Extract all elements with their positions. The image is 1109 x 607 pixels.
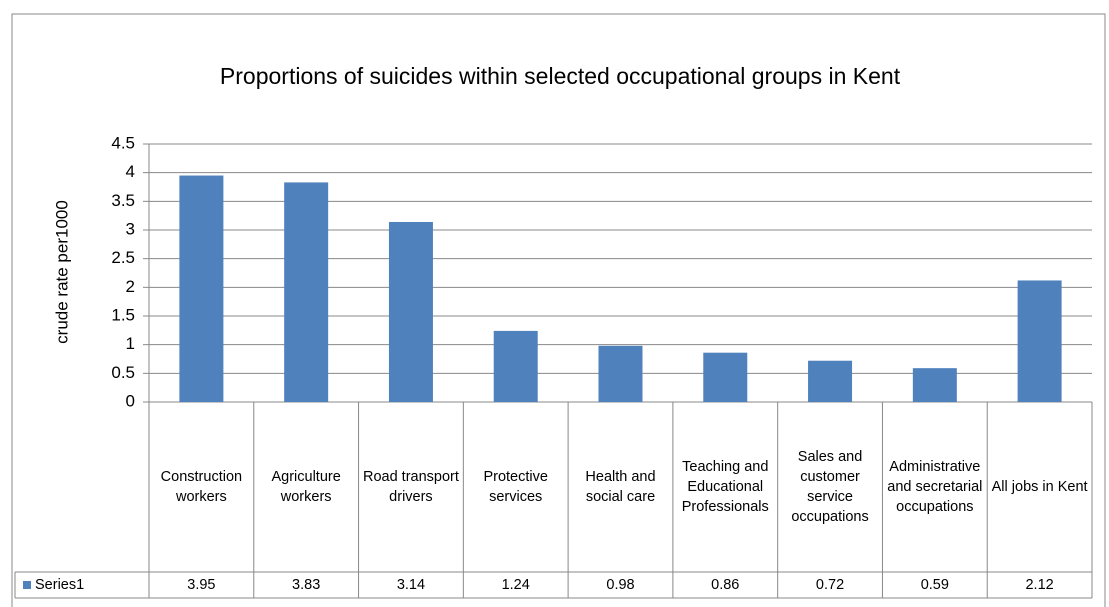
value-label: 3.14 bbox=[396, 577, 426, 593]
y-tick-label: 3.5 bbox=[111, 191, 135, 210]
bar bbox=[808, 360, 853, 402]
y-tick-label: 4 bbox=[126, 162, 135, 181]
y-tick-label: 0 bbox=[126, 391, 135, 410]
bar bbox=[598, 345, 643, 402]
value-label: 0.98 bbox=[606, 577, 635, 593]
bar bbox=[284, 182, 329, 402]
value-label: 0.72 bbox=[815, 577, 845, 593]
chart-title: Proportions of suicides within selected … bbox=[220, 63, 901, 89]
value-label: 0.59 bbox=[920, 577, 949, 593]
bar bbox=[912, 368, 957, 402]
category-label: Sales and customer service occupations bbox=[791, 449, 869, 525]
category-label: Teaching and Educational Professionals bbox=[681, 459, 769, 515]
category-label: Agriculture workers bbox=[271, 469, 341, 505]
bar bbox=[388, 221, 433, 402]
y-tick-label: 1.5 bbox=[111, 305, 135, 324]
value-label: 3.83 bbox=[292, 577, 321, 593]
legend-label: Series1 bbox=[35, 577, 85, 593]
bar bbox=[703, 352, 748, 402]
category-label: Construction workers bbox=[160, 469, 243, 505]
y-tick-label: 3 bbox=[126, 219, 135, 238]
category-label: Administrative and secretarial occupatio… bbox=[887, 459, 983, 515]
y-tick-label: 2 bbox=[126, 277, 135, 296]
value-label: 1.24 bbox=[501, 577, 530, 593]
value-label: 0.86 bbox=[711, 577, 740, 593]
y-tick-label: 2.5 bbox=[111, 248, 135, 267]
category-label: All jobs in Kent bbox=[991, 479, 1088, 495]
bar bbox=[1017, 280, 1062, 402]
bar bbox=[493, 330, 538, 402]
category-label: Health and social care bbox=[585, 469, 656, 505]
value-label: 2.12 bbox=[1025, 577, 1054, 593]
y-tick-label: 4.5 bbox=[111, 133, 135, 152]
category-label: Protective services bbox=[483, 469, 548, 505]
legend-key bbox=[23, 581, 31, 589]
category-label: Road transport drivers bbox=[362, 469, 459, 505]
bar bbox=[179, 175, 224, 402]
y-tick-label: 1 bbox=[126, 334, 135, 353]
value-label: 3.95 bbox=[187, 577, 216, 593]
y-tick-label: 0.5 bbox=[111, 363, 135, 382]
y-axis-label: crude rate per1000 bbox=[52, 200, 71, 344]
